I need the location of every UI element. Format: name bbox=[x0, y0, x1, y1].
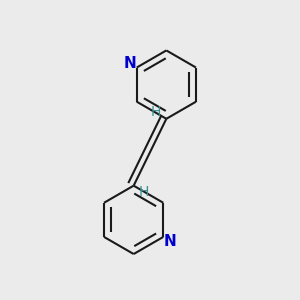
Text: N: N bbox=[123, 56, 136, 71]
Text: H: H bbox=[151, 105, 161, 119]
Text: H: H bbox=[139, 185, 149, 200]
Text: N: N bbox=[164, 234, 177, 249]
